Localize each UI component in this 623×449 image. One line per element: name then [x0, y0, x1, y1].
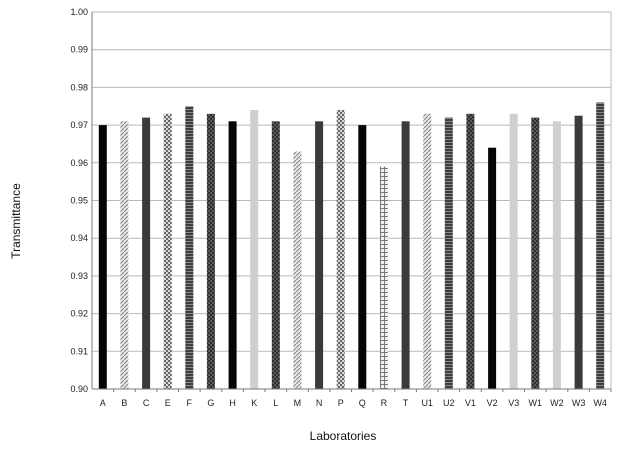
bar-e — [164, 114, 172, 389]
x-tick-label: H — [229, 398, 236, 408]
x-tick-label: E — [165, 398, 171, 408]
x-tick-label: Q — [359, 398, 366, 408]
x-tick-label: C — [143, 398, 150, 408]
bar-w3 — [575, 116, 583, 389]
bar-f — [185, 106, 193, 389]
bar-g — [207, 114, 215, 389]
y-tick-label: 0.98 — [70, 82, 88, 92]
bar-p — [337, 110, 345, 389]
x-tick-label: P — [338, 398, 344, 408]
y-tick-label: 0.97 — [70, 120, 88, 130]
x-tick-label: K — [251, 398, 257, 408]
bar-w1 — [531, 118, 539, 389]
y-tick-label: 0.92 — [70, 309, 88, 319]
bar-v3 — [510, 114, 518, 389]
y-axis-title: Transmittance — [9, 183, 23, 259]
bar-t — [402, 121, 410, 389]
x-tick-label: V1 — [465, 398, 476, 408]
x-tick-label: F — [187, 398, 193, 408]
x-tick-label: W1 — [529, 398, 543, 408]
bar-h — [229, 121, 237, 389]
y-tick-label: 0.95 — [70, 196, 88, 206]
x-tick-label: B — [121, 398, 127, 408]
bar-m — [293, 152, 301, 390]
x-tick-label: L — [273, 398, 278, 408]
x-tick-label: W4 — [593, 398, 607, 408]
bars — [99, 103, 604, 390]
x-tick-label: N — [316, 398, 323, 408]
x-axis-title: Laboratories — [310, 429, 377, 443]
bar-u2 — [445, 118, 453, 389]
bar-v2 — [488, 148, 496, 389]
bar-r — [380, 167, 388, 389]
bar-c — [142, 118, 150, 389]
x-tick-label: U1 — [421, 398, 433, 408]
bar-a — [99, 125, 107, 389]
bar-b — [120, 121, 128, 389]
x-tick-label: T — [403, 398, 409, 408]
bar-u1 — [423, 114, 431, 389]
bar-q — [358, 125, 366, 389]
x-tick-label: W2 — [550, 398, 564, 408]
y-tick-label: 0.90 — [70, 384, 88, 394]
y-tick-label: 0.94 — [70, 233, 88, 243]
y-tick-label: 0.93 — [70, 271, 88, 281]
y-tick-label: 0.99 — [70, 45, 88, 55]
x-tick-label: V2 — [487, 398, 498, 408]
y-tick-labels: 0.90 0.91 0.92 0.93 0.94 0.95 0.96 0.97 0.98 0.99… — [70, 7, 88, 394]
bar-w2 — [553, 121, 561, 389]
x-tick-label: M — [294, 398, 302, 408]
x-tick-label: G — [207, 398, 214, 408]
x-tick-label: U2 — [443, 398, 455, 408]
y-tick-label: 0.91 — [70, 346, 88, 356]
x-tick-label: W3 — [572, 398, 586, 408]
bar-n — [315, 121, 323, 389]
x-tick-label: V3 — [508, 398, 519, 408]
y-tick-label: 0.96 — [70, 158, 88, 168]
bar-w4 — [596, 103, 604, 390]
bar-v1 — [466, 114, 474, 389]
bar-k — [250, 110, 258, 389]
x-tick-labels: A B C E F G H K L M N P Q R T U1 U2 V1 V2 V3 W1 W2 W3 W4 — [100, 398, 607, 408]
x-tick-label: A — [100, 398, 106, 408]
bar-l — [272, 121, 280, 389]
y-tick-label: 1.00 — [70, 7, 88, 17]
x-tick-label: R — [381, 398, 388, 408]
